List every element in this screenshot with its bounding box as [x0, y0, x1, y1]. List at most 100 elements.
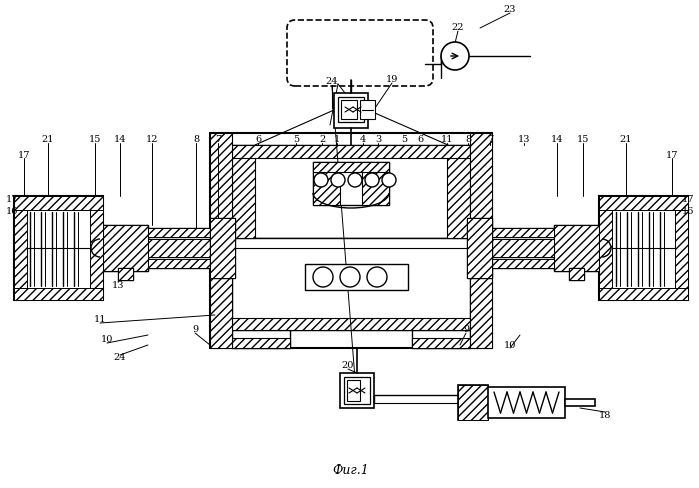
- Bar: [232, 318, 470, 330]
- Text: 9: 9: [192, 325, 198, 334]
- Bar: [447, 145, 470, 238]
- Text: 7: 7: [487, 136, 493, 144]
- Bar: [232, 330, 290, 348]
- Circle shape: [331, 173, 345, 187]
- Circle shape: [313, 267, 333, 287]
- Bar: [599, 196, 612, 300]
- Bar: [118, 268, 133, 280]
- Text: 14: 14: [551, 136, 563, 144]
- Bar: [100, 239, 212, 257]
- Text: 8: 8: [193, 136, 199, 144]
- Text: 5: 5: [401, 136, 407, 144]
- Bar: [148, 259, 212, 268]
- Bar: [490, 228, 554, 237]
- Text: 1: 1: [334, 136, 340, 144]
- Bar: [90, 196, 103, 300]
- Text: 19: 19: [386, 76, 398, 84]
- Text: 15: 15: [89, 136, 101, 144]
- Bar: [232, 238, 470, 330]
- Bar: [490, 259, 554, 268]
- Bar: [360, 100, 375, 119]
- Bar: [14, 196, 103, 300]
- Circle shape: [441, 42, 469, 70]
- Bar: [490, 239, 554, 257]
- Text: 20: 20: [342, 362, 354, 370]
- Bar: [210, 133, 492, 348]
- Bar: [458, 385, 488, 420]
- Text: 14: 14: [114, 136, 127, 144]
- Bar: [412, 338, 470, 348]
- Bar: [148, 228, 212, 237]
- Bar: [347, 380, 360, 401]
- Bar: [344, 377, 370, 404]
- Circle shape: [382, 173, 396, 187]
- Text: 18: 18: [599, 410, 611, 420]
- Text: 12: 12: [146, 136, 158, 144]
- Bar: [599, 196, 688, 210]
- Bar: [488, 387, 565, 418]
- Circle shape: [340, 267, 360, 287]
- Bar: [569, 268, 584, 280]
- Bar: [232, 145, 470, 158]
- Bar: [232, 145, 255, 238]
- Text: 8: 8: [465, 136, 471, 144]
- Bar: [232, 338, 290, 348]
- Text: 17: 17: [682, 196, 694, 204]
- Text: 9: 9: [463, 325, 469, 334]
- Text: 17: 17: [6, 196, 18, 204]
- Bar: [340, 373, 374, 408]
- Circle shape: [367, 267, 387, 287]
- Text: 11: 11: [441, 136, 453, 144]
- Bar: [569, 268, 584, 280]
- Text: 3: 3: [375, 136, 381, 144]
- Bar: [338, 97, 364, 122]
- Circle shape: [348, 173, 362, 187]
- Text: 13: 13: [112, 281, 124, 289]
- Bar: [554, 225, 599, 271]
- Bar: [675, 196, 688, 300]
- Bar: [490, 239, 602, 257]
- Bar: [103, 225, 148, 271]
- Text: 5: 5: [293, 136, 299, 144]
- Bar: [490, 228, 554, 268]
- Bar: [470, 133, 492, 348]
- Text: 21: 21: [620, 136, 633, 144]
- Bar: [554, 225, 599, 271]
- Bar: [210, 218, 235, 278]
- Bar: [210, 133, 232, 348]
- Text: 21: 21: [42, 136, 55, 144]
- Bar: [14, 196, 103, 210]
- Text: 15: 15: [577, 136, 589, 144]
- Text: 7: 7: [215, 136, 221, 144]
- Text: 10: 10: [504, 341, 516, 349]
- Text: 6: 6: [255, 136, 261, 144]
- Text: Фиг.1: Фиг.1: [333, 464, 369, 476]
- Text: 13: 13: [518, 136, 531, 144]
- Bar: [148, 239, 212, 257]
- Bar: [334, 93, 368, 128]
- Text: 17: 17: [665, 150, 678, 160]
- Text: 16: 16: [682, 207, 694, 217]
- Bar: [14, 288, 103, 300]
- Bar: [362, 162, 389, 205]
- Bar: [458, 385, 488, 420]
- Text: 17: 17: [17, 150, 30, 160]
- Bar: [412, 330, 470, 348]
- Bar: [565, 399, 595, 406]
- Bar: [313, 162, 389, 205]
- Text: 23: 23: [504, 5, 517, 15]
- Bar: [118, 268, 133, 280]
- Bar: [313, 162, 340, 205]
- Text: 6: 6: [417, 136, 423, 144]
- Text: 24: 24: [326, 78, 338, 86]
- Bar: [232, 145, 470, 238]
- Bar: [305, 264, 408, 290]
- Text: 2: 2: [319, 136, 325, 144]
- Text: 22: 22: [452, 23, 464, 33]
- Bar: [103, 225, 148, 271]
- Bar: [341, 100, 357, 119]
- Bar: [467, 218, 492, 278]
- Text: 4: 4: [360, 136, 366, 144]
- Bar: [14, 196, 27, 300]
- Text: 24: 24: [114, 353, 127, 363]
